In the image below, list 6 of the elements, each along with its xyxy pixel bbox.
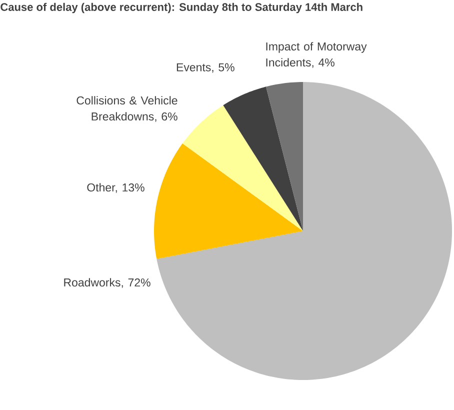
slice-label: Impact of Motorway Incidents, 4% (266, 42, 367, 68)
slice-label: Roadworks, 72% (64, 278, 150, 288)
slice-label: Collisions & Vehicle Breakdowns, 6% (76, 96, 178, 122)
slice-label: Events, 5% (176, 63, 234, 73)
chart-title: Cause of delay (above recurrent): Sunday 8th to Saturday 14th March (0, 2, 362, 14)
slice-label: Other, 13% (87, 183, 144, 193)
